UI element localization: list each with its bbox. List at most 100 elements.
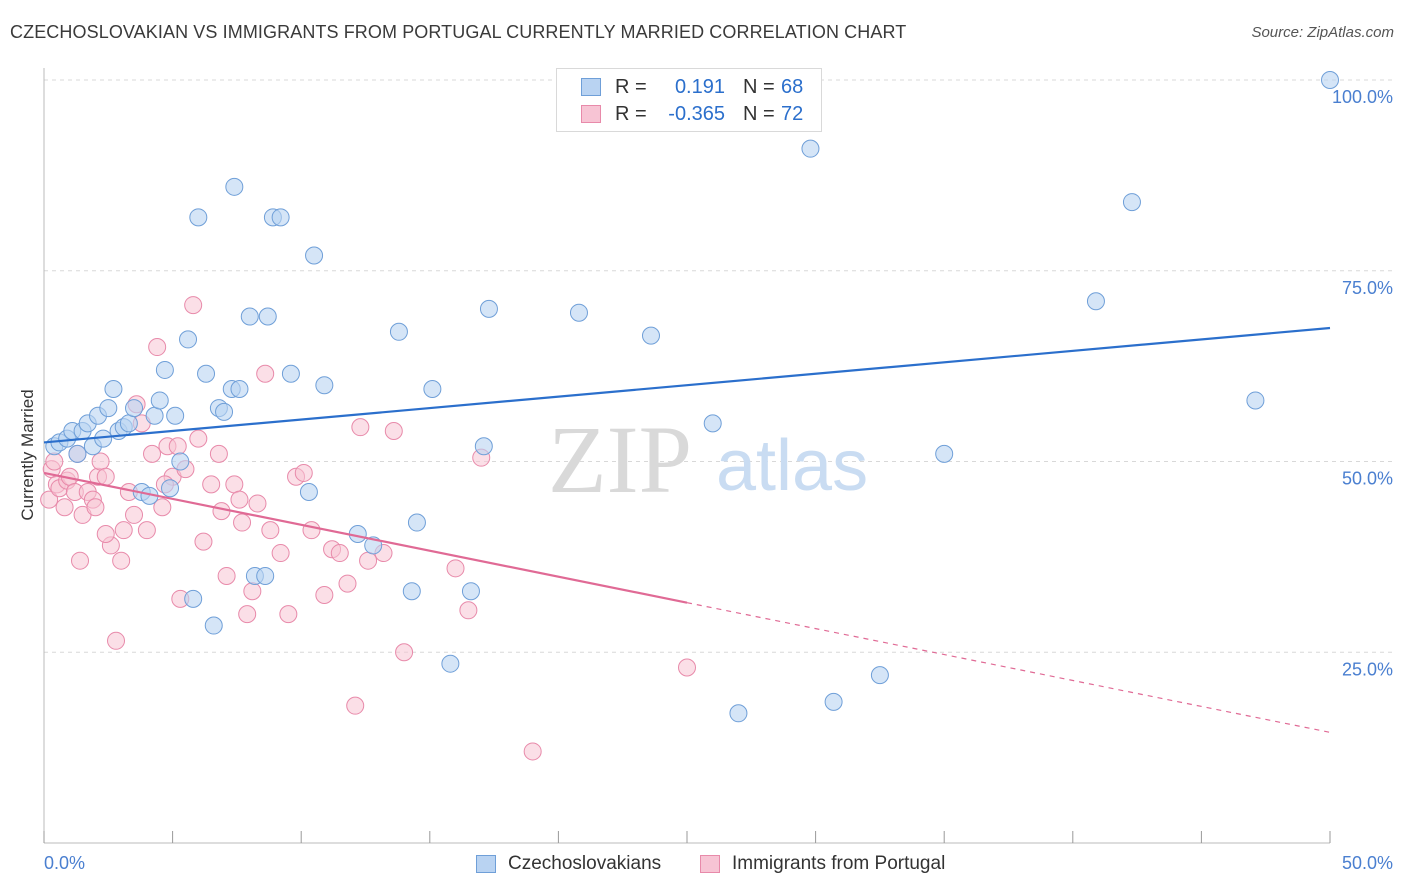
data-point-portugal (338, 574, 357, 593)
data-point-czechoslovakian (1086, 292, 1105, 311)
data-point-portugal (446, 559, 465, 578)
data-point-czechoslovakian (1122, 193, 1141, 212)
bottom-legend-portugal: Immigrants from Portugal (700, 852, 945, 876)
data-point-portugal (243, 582, 262, 601)
legend-row-czechoslovakians: R = 0.191 N = 68 (581, 75, 803, 99)
data-point-czechoslovakian (703, 414, 722, 433)
data-point-czechoslovakian (305, 246, 324, 265)
data-point-czechoslovakian (569, 303, 588, 322)
bottom-legend-swatch-pink (700, 855, 720, 873)
legend-r-label: R = (615, 102, 647, 125)
legend-n-label: N = (743, 102, 775, 125)
data-point-czechoslovakian (870, 666, 889, 685)
data-point-portugal (256, 364, 275, 383)
trend-line-portugal (43, 471, 688, 604)
y-tick-label: 50.0% (1342, 469, 1393, 489)
data-point-portugal (233, 513, 252, 532)
data-point-portugal (45, 452, 64, 471)
data-point-portugal (96, 524, 115, 543)
data-point-portugal (114, 521, 133, 540)
data-point-portugal (212, 502, 231, 521)
data-point-portugal (279, 605, 298, 624)
data-point-portugal (40, 490, 59, 509)
bottom-legend-label: Czechoslovakians (508, 853, 662, 874)
data-point-czechoslovakian (166, 406, 185, 425)
legend-swatch-pink (581, 105, 601, 123)
data-point-czechoslovakian (801, 139, 820, 158)
data-point-portugal (189, 429, 208, 448)
data-point-portugal (351, 418, 370, 437)
y-tick-label: 25.0% (1342, 659, 1393, 679)
data-point-czechoslovakian (402, 582, 421, 601)
y-tick-label: 100.0% (1332, 87, 1393, 107)
data-point-czechoslovakian (99, 399, 118, 418)
data-point-portugal (346, 696, 365, 715)
data-point-czechoslovakian (281, 364, 300, 383)
data-point-portugal (230, 490, 249, 509)
data-point-czechoslovakian (125, 399, 144, 418)
data-point-portugal (125, 505, 144, 524)
data-point-czechoslovakian (240, 307, 259, 326)
data-point-portugal (184, 296, 203, 315)
data-point-czechoslovakian (824, 692, 843, 711)
data-point-portugal (523, 742, 542, 761)
data-point-czechoslovakian (641, 326, 660, 345)
data-point-portugal (459, 601, 478, 620)
watermark: ZIP atlas (548, 406, 868, 513)
trend-line-portugal-extrapolated (686, 602, 1331, 733)
data-point-czechoslovakian (407, 513, 426, 532)
data-point-czechoslovakian (104, 380, 123, 399)
legend-swatch-blue (581, 78, 601, 96)
y-tick-label: 75.0% (1342, 278, 1393, 298)
watermark-atlas: atlas (716, 426, 868, 506)
data-point-czechoslovakian (230, 380, 249, 399)
data-point-portugal (395, 643, 414, 662)
legend-r-value: 0.191 (674, 75, 725, 98)
x-tick-label: 50.0% (1342, 853, 1393, 873)
bottom-legend-swatch-blue (476, 855, 496, 873)
data-point-portugal (143, 444, 162, 463)
data-point-portugal (330, 544, 349, 563)
data-point-portugal (96, 467, 115, 486)
data-point-czechoslovakian (150, 391, 169, 410)
data-point-portugal (112, 551, 131, 570)
data-point-czechoslovakian (1246, 391, 1265, 410)
data-point-czechoslovakian (215, 402, 234, 421)
data-point-portugal (384, 421, 403, 440)
legend-r-label: R = (615, 75, 647, 98)
legend-row-portugal: R = -0.365 N = 72 (581, 102, 803, 126)
data-point-czechoslovakian (68, 444, 87, 463)
source-label: Source: ZipAtlas.com (1251, 24, 1394, 41)
data-point-portugal (217, 566, 236, 585)
data-point-portugal (225, 475, 244, 494)
data-point-portugal (359, 551, 378, 570)
data-point-czechoslovakian (204, 616, 223, 635)
data-point-czechoslovakian (423, 380, 442, 399)
data-point-portugal (238, 605, 257, 624)
data-point-czechoslovakian (1321, 71, 1339, 89)
data-point-portugal (261, 521, 280, 540)
legend-n-value: 72 (781, 102, 804, 125)
data-point-portugal (248, 494, 267, 513)
data-point-czechoslovakian (256, 566, 275, 585)
series-portugal-points (40, 296, 696, 761)
legend-n-label: N = (743, 75, 775, 98)
data-point-czechoslovakian (271, 208, 290, 227)
data-point-czechoslovakian (119, 414, 138, 433)
data-point-portugal (678, 658, 696, 677)
data-point-czechoslovakian (935, 444, 954, 463)
correlation-legend: R = 0.191 N = 68 R = -0.365 N = 72 (556, 68, 822, 132)
data-point-czechoslovakian (315, 376, 334, 395)
data-point-czechoslovakian (184, 589, 203, 608)
data-point-portugal (107, 631, 126, 650)
grid-lines (44, 79, 1392, 653)
data-point-portugal (86, 498, 105, 517)
tick-labels: 25.0% 50.0% 75.0% 100.0% 0.0% 50.0% (44, 87, 1393, 873)
data-point-czechoslovakian (197, 364, 216, 383)
data-point-czechoslovakian (225, 177, 244, 196)
data-point-portugal (315, 586, 334, 605)
data-point-czechoslovakian (155, 360, 174, 379)
data-point-czechoslovakian (145, 406, 164, 425)
watermark-zip: ZIP (548, 406, 692, 513)
data-point-portugal (55, 498, 74, 517)
